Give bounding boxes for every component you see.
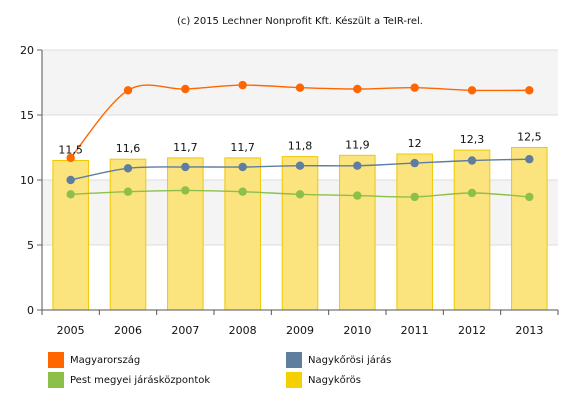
bar [453, 149, 491, 311]
series-point [66, 175, 75, 185]
x-tick-label: 2013 [515, 324, 543, 337]
y-tick-label: 15 [20, 109, 34, 122]
data-labels: 11,5 11,6 11,7 11,7 11,8 11,9 12 12,3 12,5 [58, 131, 541, 157]
x-tick-label: 2007 [171, 324, 199, 337]
legend-swatch [286, 372, 302, 388]
legend-swatch [286, 352, 302, 368]
legend: Magyarország Nagykőrösi járás Pest megye… [0, 346, 580, 400]
series-point [525, 86, 534, 95]
bar [339, 154, 376, 311]
series-point [66, 190, 75, 199]
bar-data-label: 11,7 [173, 141, 198, 154]
x-tick-label: 2009 [286, 324, 314, 337]
series-point [295, 161, 305, 170]
chart: (c) 2015 Lechner Nonprofit Kft. Készült … [20, 15, 559, 337]
series-point [123, 164, 133, 173]
legend-item-nagykorosi-jaras: Nagykőrösi járás [286, 352, 391, 368]
x-tick-label: 2011 [401, 324, 429, 337]
bar [396, 153, 433, 311]
series-point [181, 186, 190, 195]
series-point [467, 156, 477, 165]
series-point [410, 192, 419, 202]
bar-data-label: 11,6 [116, 142, 141, 155]
series-point [410, 83, 419, 92]
bar [511, 147, 548, 311]
legend-swatch [48, 352, 64, 368]
series-point [295, 190, 305, 199]
series-point [66, 153, 75, 163]
plot-band [42, 50, 558, 115]
bars [52, 147, 548, 311]
series-point [353, 191, 362, 200]
series-point [238, 162, 247, 172]
legend-item-pest-megyei: Pest megyei járásközpontok [48, 372, 210, 388]
series-point [295, 83, 305, 92]
y-tick-label: 10 [20, 174, 34, 187]
y-tick-label: 20 [20, 44, 34, 57]
chart-title: (c) 2015 Lechner Nonprofit Kft. Készült … [177, 15, 423, 27]
series-point [123, 187, 133, 196]
legend-swatch [48, 372, 64, 388]
bar-data-label: 11,9 [345, 138, 370, 151]
series-point [353, 84, 362, 94]
bar-data-label: 11,5 [58, 144, 83, 157]
bar-data-label: 12 [408, 137, 422, 150]
series-points [66, 80, 534, 202]
series-point [123, 86, 133, 95]
x-tick-label: 2008 [229, 324, 257, 337]
series-point [181, 162, 190, 172]
bar-data-label: 11,7 [230, 141, 255, 154]
y-tick-label: 0 [27, 304, 34, 317]
bar [224, 157, 261, 311]
y-tick-label: 5 [27, 239, 34, 252]
x-tick-label: 2006 [114, 324, 142, 337]
legend-label: Nagykőrös [308, 374, 362, 386]
series-point [238, 187, 247, 196]
series-point [238, 80, 247, 90]
legend-label: Nagykőrösi járás [308, 354, 392, 366]
legend-item-magyarorszag: Magyarország [48, 352, 140, 368]
axes: 0 5 10 15 20 2005 2006 2007 2008 2009 2010 2011 2012… [20, 44, 559, 337]
x-tick-label: 2005 [57, 324, 85, 337]
series-point [181, 84, 190, 94]
legend-label: Pest megyei járásközpontok [70, 374, 211, 386]
x-tick-label: 2010 [343, 324, 371, 337]
bar [109, 158, 147, 311]
series-point [467, 86, 477, 95]
series-point [410, 158, 419, 168]
series-point [353, 161, 362, 170]
legend-item-nagykoros: Nagykőrös [286, 372, 361, 388]
series-point [525, 192, 534, 202]
series-point [467, 188, 477, 198]
bar-data-label: 12,5 [517, 131, 542, 144]
bar-data-label: 12,3 [460, 133, 485, 146]
legend-label: Magyarország [70, 354, 141, 366]
series-point [525, 155, 534, 164]
bar-data-label: 11,8 [288, 140, 313, 153]
bar [281, 156, 319, 311]
x-tick-label: 2012 [458, 324, 486, 337]
bar [167, 157, 204, 311]
